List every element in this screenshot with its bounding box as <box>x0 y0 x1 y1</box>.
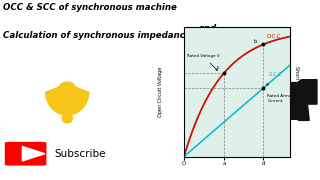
FancyBboxPatch shape <box>291 103 300 120</box>
Polygon shape <box>291 80 317 120</box>
Text: and,: and, <box>198 24 220 33</box>
Polygon shape <box>59 82 76 88</box>
Text: Rated Armature
Current: Rated Armature Current <box>268 94 300 103</box>
Text: c: c <box>217 65 220 70</box>
Text: b: b <box>254 39 257 44</box>
Text: S.C.C: S.C.C <box>268 72 282 77</box>
FancyBboxPatch shape <box>5 142 46 166</box>
Text: .: . <box>160 105 163 114</box>
Text: Subscribe: Subscribe <box>54 149 106 159</box>
Y-axis label: Short Circuit Current: Short Circuit Current <box>294 66 299 117</box>
Text: e: e <box>265 82 268 87</box>
Polygon shape <box>46 84 89 115</box>
Text: Rated Voltage V: Rated Voltage V <box>187 54 220 70</box>
Circle shape <box>62 114 72 123</box>
Text: Open Circuit Voltage: Open Circuit Voltage <box>158 67 163 117</box>
Polygon shape <box>22 147 45 161</box>
Text: O.C.C: O.C.C <box>266 34 281 39</box>
Text: Calculation of synchronous impedance.: Calculation of synchronous impedance. <box>3 31 194 40</box>
Text: .: . <box>150 61 153 70</box>
Text: OCC & SCC of synchronous machine: OCC & SCC of synchronous machine <box>3 3 177 12</box>
